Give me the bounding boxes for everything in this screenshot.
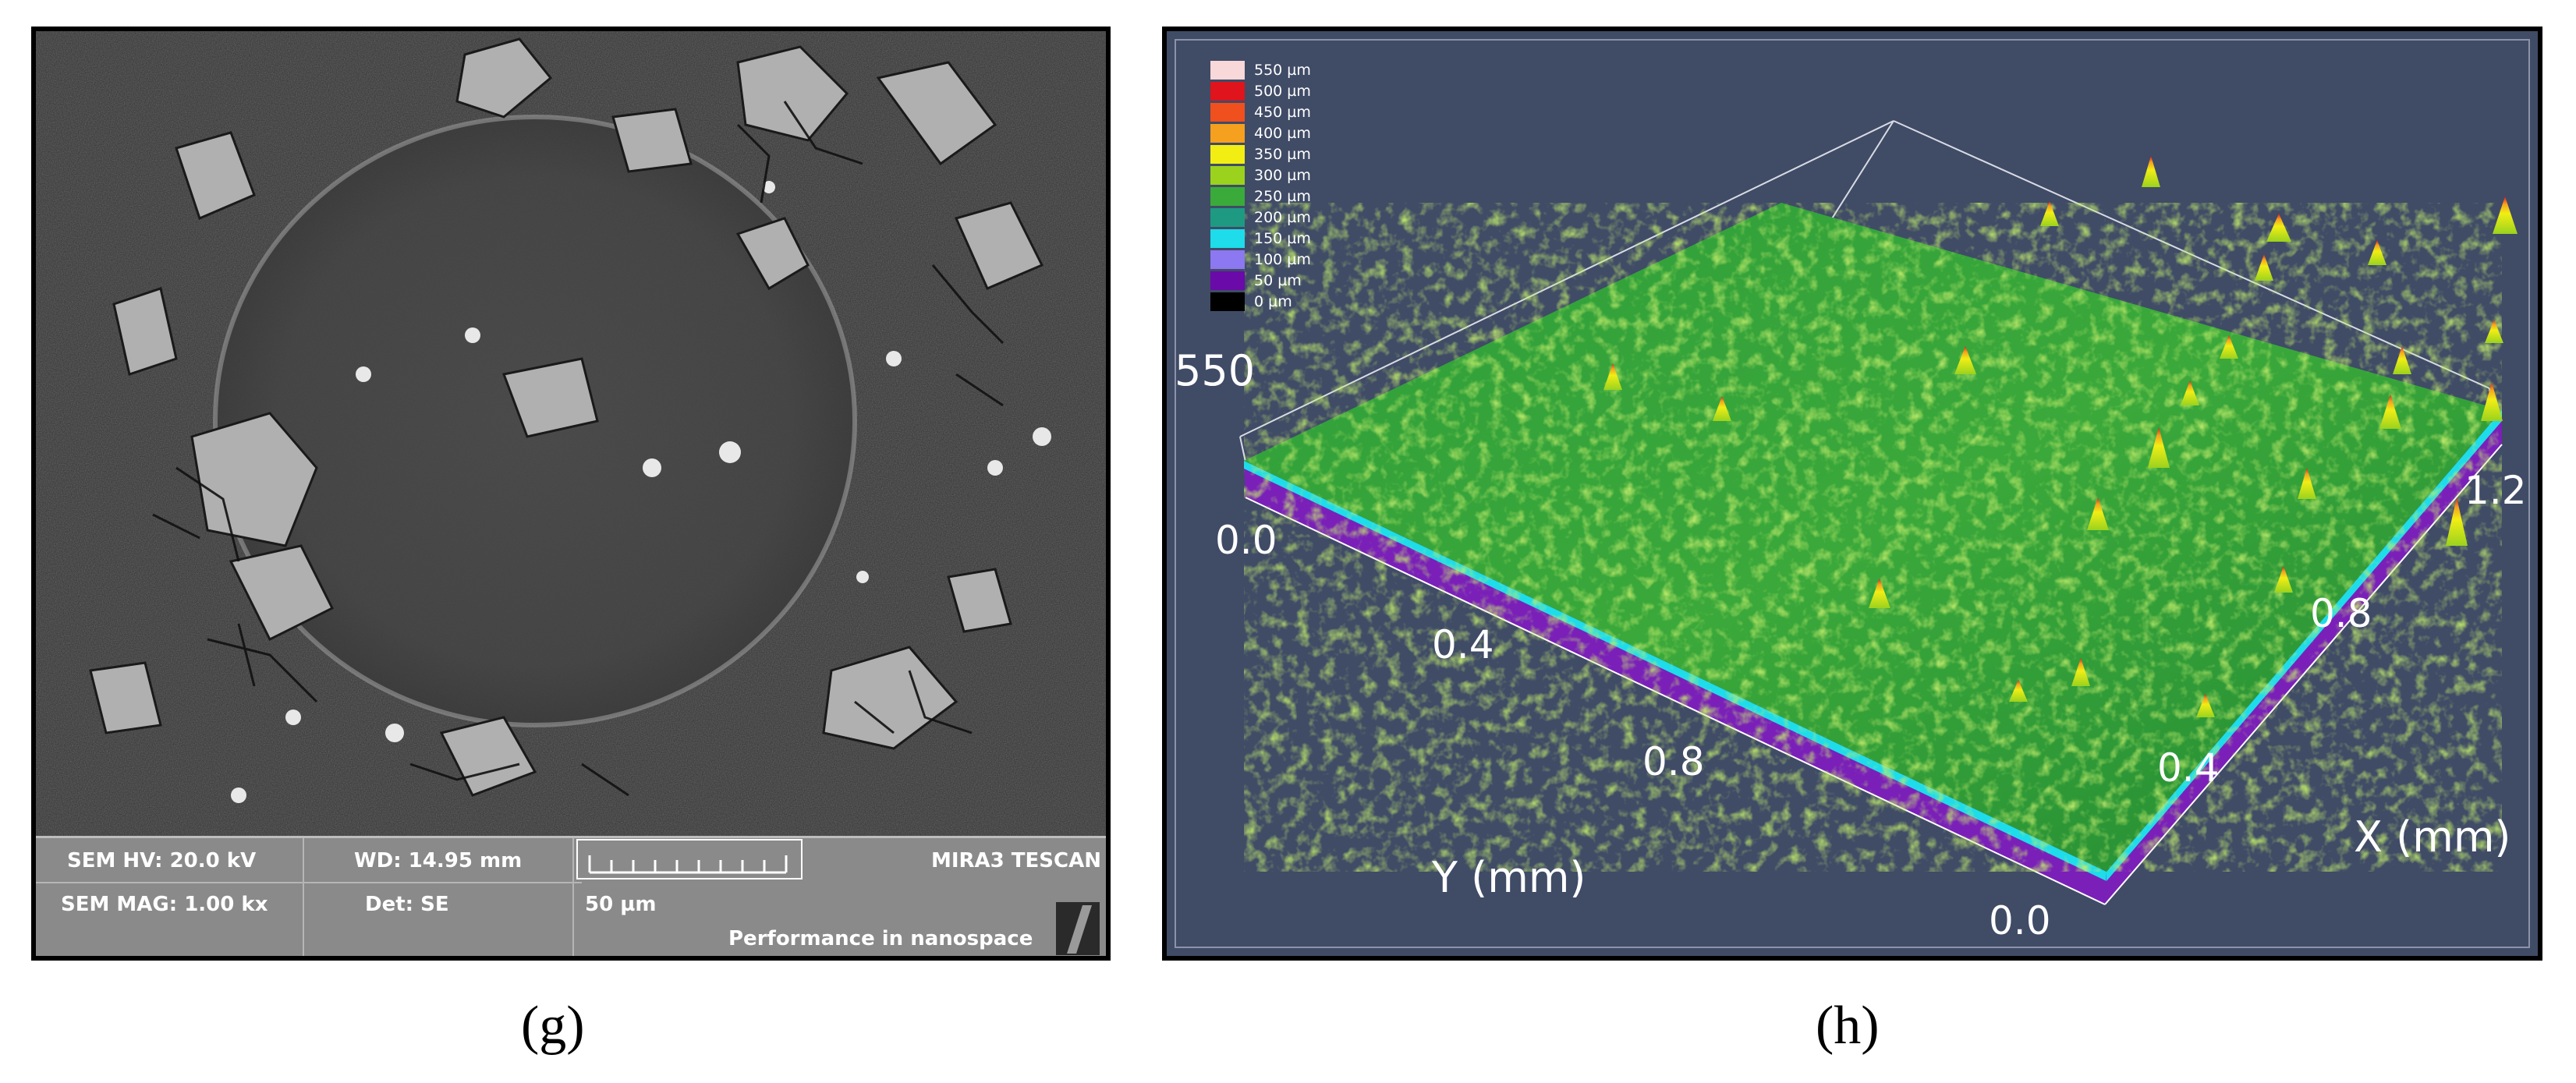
- legend-label: 200 µm: [1254, 209, 1311, 226]
- legend-label: 0 µm: [1254, 293, 1292, 310]
- x-tick-label: 1.2: [2464, 468, 2527, 513]
- legend-label: 450 µm: [1254, 104, 1311, 121]
- legend-entry: 450 µm: [1210, 103, 1366, 122]
- x-axis-title: X (mm): [2354, 812, 2511, 862]
- legend-swatch: [1210, 271, 1245, 290]
- legend-swatch: [1210, 61, 1245, 80]
- caption-g: (g): [521, 996, 585, 1056]
- tescan-logo-icon: [1056, 902, 1100, 955]
- legend-label: 400 µm: [1254, 125, 1311, 142]
- y-tick-label: 0.0: [1215, 518, 1277, 563]
- x-tick-label: 0.8: [2310, 591, 2372, 636]
- legend-entry: 0 µm: [1210, 292, 1366, 311]
- sem-brand-text: MIRA3 TESCAN: [930, 849, 1101, 872]
- sem-bar-divider: [572, 838, 574, 956]
- legend-label: 250 µm: [1254, 188, 1311, 205]
- sem-wd-text: WD: 14.95 mm: [354, 849, 523, 872]
- legend-entry: 50 µm: [1210, 271, 1366, 290]
- x-tick-label: 0.4: [2157, 745, 2220, 791]
- legend-entry: 150 µm: [1210, 229, 1366, 248]
- origin-tick-label: 0.0: [1989, 898, 2051, 943]
- surface-peaks: [1603, 156, 2518, 717]
- legend-entry: 400 µm: [1210, 124, 1366, 143]
- z-max-label: 550: [1175, 346, 1256, 395]
- sem-tagline-text: Performance in nanospace: [728, 927, 1033, 950]
- legend-swatch: [1210, 250, 1245, 269]
- scale-bar: [576, 839, 803, 879]
- sem-bar-divider: [36, 882, 582, 883]
- legend-label: 550 µm: [1254, 62, 1311, 79]
- legend-entry: 500 µm: [1210, 82, 1366, 101]
- legend-entry: 350 µm: [1210, 145, 1366, 164]
- sem-scale-text: 50 µm: [585, 893, 657, 916]
- sem-det-text: Det: SE: [365, 893, 449, 916]
- sem-hv-text: SEM HV: 20.0 kV: [67, 849, 257, 872]
- legend-label: 100 µm: [1254, 251, 1311, 268]
- legend-entry: 300 µm: [1210, 166, 1366, 185]
- legend-label: 50 µm: [1254, 272, 1302, 289]
- legend-swatch: [1210, 103, 1245, 122]
- legend-entry: 200 µm: [1210, 208, 1366, 227]
- legend-entry: 100 µm: [1210, 250, 1366, 269]
- sem-bar-divider: [303, 838, 304, 956]
- legend-label: 350 µm: [1254, 146, 1311, 163]
- legend-swatch: [1210, 145, 1245, 164]
- surface-profile-panel: 550 µm 500 µm 450 µm 400 µm 350 µm 300 µm 250 …: [1162, 27, 2542, 961]
- sem-mag-text: SEM MAG: 1.00 kx: [61, 893, 268, 916]
- y-axis-title: Y (mm): [1432, 853, 1586, 902]
- sem-micrograph-panel: SEM HV: 20.0 kV WD: 14.95 mm SEM MAG: 1.…: [31, 27, 1111, 961]
- legend-entry: 250 µm: [1210, 187, 1366, 206]
- legend-swatch: [1210, 229, 1245, 248]
- legend-swatch: [1210, 208, 1245, 227]
- legend-swatch: [1210, 292, 1245, 311]
- sem-info-bar: SEM HV: 20.0 kV WD: 14.95 mm SEM MAG: 1.…: [36, 836, 1106, 956]
- legend-swatch: [1210, 187, 1245, 206]
- legend-swatch: [1210, 82, 1245, 101]
- caption-h: (h): [1816, 996, 1880, 1056]
- legend-label: 500 µm: [1254, 83, 1311, 100]
- legend-swatch: [1210, 124, 1245, 143]
- y-tick-label: 0.4: [1432, 622, 1494, 667]
- legend-label: 300 µm: [1254, 167, 1311, 184]
- sem-micrograph-image: [36, 31, 1106, 836]
- legend-swatch: [1210, 166, 1245, 185]
- plot-frame: [1175, 39, 2530, 948]
- legend-label: 150 µm: [1254, 230, 1311, 247]
- y-tick-label: 0.8: [1642, 739, 1705, 784]
- surface-3d-plot: [1239, 120, 2518, 905]
- legend-entry: 550 µm: [1210, 61, 1366, 80]
